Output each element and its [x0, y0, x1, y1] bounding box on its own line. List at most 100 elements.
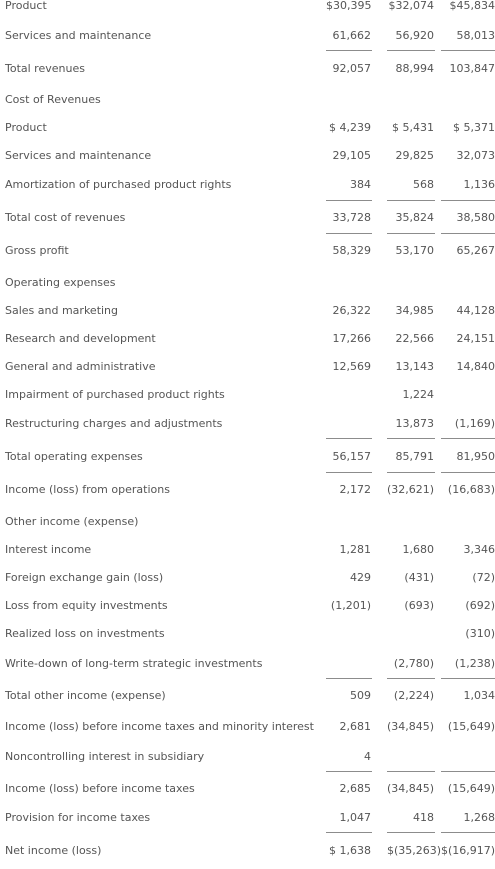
value-col-1: 58,329: [332, 244, 372, 257]
value-col-1: $ 4,239: [329, 121, 371, 134]
row-label: Amortization of purchased product rights: [5, 178, 232, 191]
row-label: Total operating expenses: [5, 450, 143, 463]
value-col-3: (72): [472, 571, 495, 584]
value-col-2: 22,566: [395, 332, 435, 345]
value-col-3: 44,128: [456, 304, 495, 317]
value-col-1: 56,157: [332, 450, 372, 463]
subtotal-rule: [326, 200, 372, 201]
statement-row: General and administrative 12,569 13,143…: [0, 357, 495, 377]
row-label: Noncontrolling interest in subsidiary: [5, 750, 205, 763]
row-label: Write-down of long-term strategic invest…: [5, 657, 263, 670]
value-col-3: $(16,917): [441, 844, 495, 857]
row-label: Realized loss on investments: [5, 627, 165, 640]
subtotal-rule: [326, 771, 372, 772]
row-label: Cost of Revenues: [5, 93, 101, 106]
value-col-1: 2,681: [339, 720, 372, 733]
value-col-3: 1,034: [463, 689, 495, 702]
value-col-1: [326, 414, 371, 434]
value-col-2: 53,170: [395, 244, 435, 257]
value-col-1: 61,662: [332, 29, 372, 42]
statement-row: Income (loss) before income taxes 2,685 …: [0, 779, 495, 799]
value-col-3: 1,268: [463, 811, 495, 824]
statement-row: Income (loss) from operations 2,172 (32,…: [0, 480, 495, 500]
statement-row: Total cost of revenues 33,728 35,824 38,…: [0, 208, 495, 228]
section-heading: Other income (expense): [0, 512, 495, 532]
value-col-2: (34,845): [387, 720, 435, 733]
subtotal-rule: [387, 200, 435, 201]
value-col-1: [326, 654, 371, 674]
subtotal-rule: [441, 438, 495, 439]
value-col-2: 568: [413, 178, 434, 191]
value-col-1: (1,201): [330, 599, 371, 612]
value-col-2: 1,224: [402, 388, 435, 401]
subtotal-rule: [326, 233, 372, 234]
row-label: Product: [5, 0, 47, 12]
value-col-1: [326, 385, 371, 405]
row-label: General and administrative: [5, 360, 156, 373]
value-col-2: 29,825: [395, 149, 435, 162]
statement-row: Total other income (expense) 509 (2,224)…: [0, 686, 495, 706]
subtotal-rule: [441, 771, 495, 772]
row-label: Foreign exchange gain (loss): [5, 571, 164, 584]
section-heading: Cost of Revenues: [0, 90, 495, 110]
value-col-1: 92,057: [332, 62, 372, 75]
value-col-2: 34,985: [395, 304, 435, 317]
statement-row: Foreign exchange gain (loss) 429 (431) (…: [0, 568, 495, 588]
statement-row: Restructuring charges and adjustments 13…: [0, 414, 495, 434]
value-col-3: (1,238): [454, 657, 495, 670]
row-label: Total revenues: [5, 62, 85, 75]
value-col-2: 1,680: [402, 543, 435, 556]
subtotal-rule: [441, 832, 495, 833]
statement-row: Product $30,395 $32,074 $45,834: [0, 0, 495, 16]
statement-row: Services and maintenance 29,105 29,825 3…: [0, 146, 495, 166]
value-col-3: 58,013: [456, 29, 495, 42]
value-col-3: (692): [465, 599, 495, 612]
value-col-3: (310): [465, 627, 495, 640]
value-col-2: 88,994: [395, 62, 435, 75]
value-col-3: $ 5,371: [453, 121, 495, 134]
subtotal-rule: [326, 832, 372, 833]
row-label: Net income (loss): [5, 844, 102, 857]
value-col-3: (1,169): [454, 417, 495, 430]
statement-row: Sales and marketing 26,322 34,985 44,128: [0, 301, 495, 321]
value-col-2: [387, 624, 434, 644]
subtotal-rule: [387, 678, 435, 679]
value-col-3: (15,649): [447, 720, 495, 733]
row-label: Income (loss) from operations: [5, 483, 170, 496]
value-col-1: 29,105: [332, 149, 372, 162]
statement-row: Amortization of purchased product rights…: [0, 175, 495, 195]
row-label: Research and development: [5, 332, 156, 345]
value-col-1: 2,685: [339, 782, 372, 795]
statement-row: Research and development 17,266 22,566 2…: [0, 329, 495, 349]
value-col-1: 33,728: [332, 211, 372, 224]
subtotal-rule: [326, 472, 372, 473]
value-col-3: 1,136: [463, 178, 495, 191]
value-col-2: (431): [404, 571, 434, 584]
value-col-2: 85,791: [395, 450, 435, 463]
row-label: Services and maintenance: [5, 149, 152, 162]
value-col-1: 2,172: [339, 483, 372, 496]
value-col-1: 384: [350, 178, 371, 191]
value-col-3: $45,834: [449, 0, 495, 12]
value-col-2: $32,074: [388, 0, 435, 12]
row-label: Product: [5, 121, 47, 134]
row-label: Provision for income taxes: [5, 811, 151, 824]
statement-row: Write-down of long-term strategic invest…: [0, 654, 495, 674]
value-col-1: 429: [350, 571, 371, 584]
value-col-2: 418: [413, 811, 434, 824]
value-col-2: 35,824: [395, 211, 435, 224]
value-col-3: 38,580: [456, 211, 495, 224]
subtotal-rule: [441, 678, 495, 679]
value-col-2: [387, 747, 434, 767]
subtotal-rule: [387, 438, 435, 439]
statement-row: Income (loss) before income taxes and mi…: [0, 717, 495, 737]
statement-row: Net income (loss) $ 1,638 $(35,263) $(16…: [0, 841, 495, 861]
statement-row: Noncontrolling interest in subsidiary 4: [0, 747, 495, 767]
value-col-1: 4: [364, 750, 371, 763]
row-label: Income (loss) before income taxes and mi…: [5, 720, 314, 733]
value-col-3: (16,683): [447, 483, 495, 496]
subtotal-rule: [326, 438, 372, 439]
subtotal-rule: [326, 50, 372, 51]
statement-row: Gross profit 58,329 53,170 65,267: [0, 241, 495, 261]
row-label: Other income (expense): [5, 515, 139, 528]
